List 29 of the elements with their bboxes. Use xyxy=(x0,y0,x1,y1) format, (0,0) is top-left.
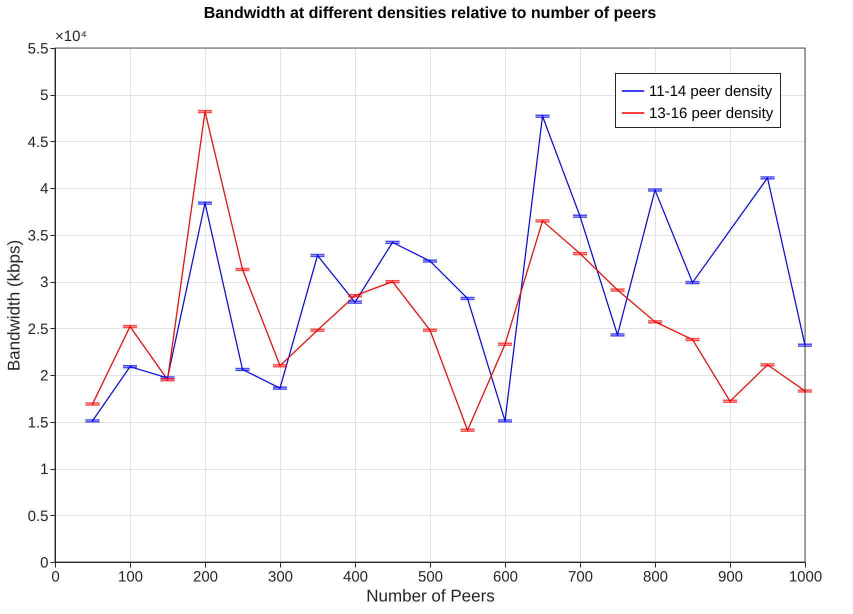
x-tick-label: 1000 xyxy=(788,568,822,586)
y-axis-title: Bandwidth (kbps) xyxy=(4,240,24,372)
x-tick-label: 200 xyxy=(192,568,218,586)
x-tick-label: 600 xyxy=(492,568,518,586)
y-tick-label: 4 xyxy=(40,180,48,198)
legend-label: 11-14 peer density xyxy=(649,83,773,100)
legend-label: 13-16 peer density xyxy=(649,105,774,122)
y-tick-label: 3.5 xyxy=(28,227,48,244)
y-tick-label: 0.5 xyxy=(28,508,48,525)
x-tick-label: 100 xyxy=(118,568,144,586)
y-tick-label: 2 xyxy=(40,368,48,385)
chart-title: Bandwidth at different densities relative to number of peers xyxy=(204,5,656,22)
x-axis-title: Number of Peers xyxy=(366,586,495,606)
y-tick-label: 4.5 xyxy=(28,134,48,151)
x-tick-label: 900 xyxy=(718,568,744,586)
y-tick-label: 1.5 xyxy=(28,414,48,432)
y-tick-label: 5 xyxy=(40,87,48,104)
y-tick-label: 1 xyxy=(40,461,48,478)
y-tick-label: 0 xyxy=(40,554,48,572)
y-tick-label: 3 xyxy=(40,274,48,292)
x-tick-label: 0 xyxy=(51,568,60,586)
x-tick-label: 300 xyxy=(268,568,294,586)
x-tick-label: 700 xyxy=(568,568,594,586)
text: ×10⁴ xyxy=(55,28,87,45)
y-tick-label: 5.5 xyxy=(28,40,48,58)
x-tick-label: 800 xyxy=(642,568,668,586)
x-tick-label: 400 xyxy=(342,568,368,586)
x-tick-label: 500 xyxy=(418,568,444,586)
y-tick-label: 2.5 xyxy=(28,320,48,338)
